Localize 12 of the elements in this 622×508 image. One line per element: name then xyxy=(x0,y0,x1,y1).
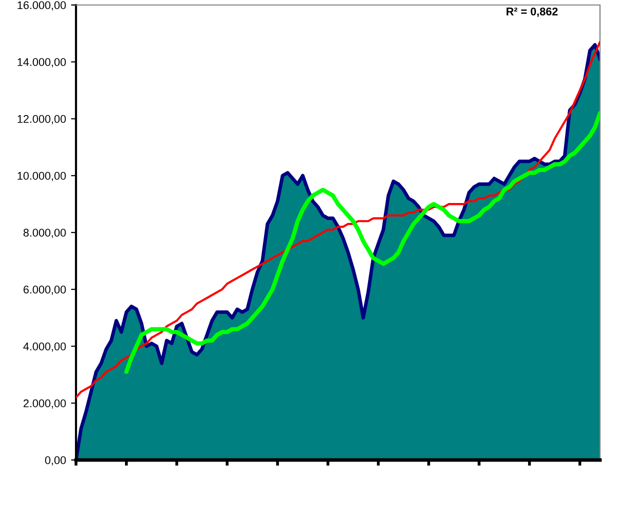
y-tick-label: 14.000,00 xyxy=(18,58,66,68)
y-tick-label: 8.000,00 xyxy=(24,228,66,238)
y-tick-label: 2.000,00 xyxy=(24,399,66,409)
y-tick-label: 16.000,00 xyxy=(18,1,66,10)
line-series xyxy=(124,110,600,374)
y-tick-label: 12.000,00 xyxy=(18,115,66,124)
line-series xyxy=(76,40,600,398)
y-tick-label: 0,00 xyxy=(45,456,66,466)
y-tick-label: 10.000,00 xyxy=(18,172,66,182)
y-tick-label: 6.000,00 xyxy=(24,286,66,295)
annotation: R² = 0,862 xyxy=(506,8,558,18)
y-tick-label: 4.000,00 xyxy=(23,342,66,352)
